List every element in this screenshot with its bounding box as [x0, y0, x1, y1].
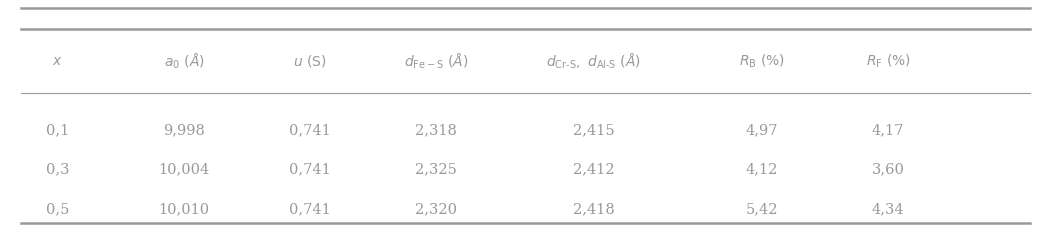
Text: 4,17: 4,17 — [872, 122, 904, 136]
Text: $d_{\mathrm{Fe-S}}\ (\AA)$: $d_{\mathrm{Fe-S}}\ (\AA)$ — [404, 52, 469, 71]
Text: 4,97: 4,97 — [746, 122, 778, 136]
Text: 2,412: 2,412 — [573, 162, 615, 176]
Text: 0,1: 0,1 — [46, 122, 69, 136]
Text: $d_{\mathrm{Cr\text{-}S}},\ d_{\mathrm{Al\text{-}S}}\ (\AA)$: $d_{\mathrm{Cr\text{-}S}},\ d_{\mathrm{A… — [547, 52, 641, 71]
Text: 2,320: 2,320 — [415, 201, 457, 215]
Text: 5,42: 5,42 — [746, 201, 778, 215]
Text: 3,60: 3,60 — [871, 162, 905, 176]
Text: $a_0\ (\AA)$: $a_0\ (\AA)$ — [164, 52, 204, 71]
Text: 4,12: 4,12 — [746, 162, 778, 176]
Text: 0,741: 0,741 — [289, 201, 331, 215]
Text: 0,5: 0,5 — [46, 201, 69, 215]
Text: 9,998: 9,998 — [163, 122, 205, 136]
Text: $R_{\mathrm{B}}\ (\%)$: $R_{\mathrm{B}}\ (\%)$ — [739, 53, 785, 70]
Text: 2,415: 2,415 — [573, 122, 615, 136]
Text: 4,34: 4,34 — [871, 201, 905, 215]
Text: 2,418: 2,418 — [573, 201, 615, 215]
Text: 2,318: 2,318 — [415, 122, 457, 136]
Text: $R_{\mathrm{F}}\ (\%)$: $R_{\mathrm{F}}\ (\%)$ — [866, 53, 910, 70]
Text: 10,004: 10,004 — [159, 162, 209, 176]
Text: 10,010: 10,010 — [159, 201, 209, 215]
Text: 0,741: 0,741 — [289, 162, 331, 176]
Text: 0,3: 0,3 — [46, 162, 69, 176]
Text: $u\ \mathrm{(S)}$: $u\ \mathrm{(S)}$ — [293, 53, 327, 69]
Text: $x$: $x$ — [53, 54, 63, 68]
Text: 0,741: 0,741 — [289, 122, 331, 136]
Text: 2,325: 2,325 — [415, 162, 457, 176]
